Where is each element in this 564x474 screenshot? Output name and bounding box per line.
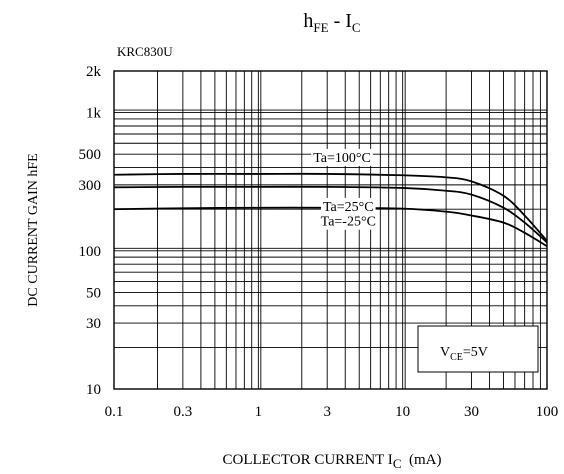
series-label-bg-0 (311, 148, 373, 166)
x-axis-label: COLLECTOR CURRENT IC (mA) (223, 452, 442, 471)
y-tick-labels: 10 30 50 100 300 500 1k 2k (79, 64, 102, 398)
series-labels: Ta=100°C Ta=25°CTa=-25°C (311, 148, 378, 230)
y-tick-label: 30 (86, 316, 101, 332)
condition-post: =5V (463, 345, 488, 360)
condition-annotation: VCE=5V (440, 345, 488, 363)
x-axis-label-pre: COLLECTOR CURRENT I (223, 452, 393, 468)
series-line-1 (113, 185, 548, 244)
condition-pre: V (440, 345, 450, 360)
y-tick-label: 2k (86, 64, 102, 80)
series-line-2 (113, 206, 548, 247)
series-label-bg-1 (320, 197, 376, 215)
title-var-sub: C (352, 20, 361, 35)
x-tick-label: 3 (323, 404, 331, 420)
x-axis-label-sub: C (393, 456, 402, 471)
x-tick-label: 30 (464, 404, 479, 420)
condition-box (417, 325, 539, 373)
condition-sub: CE (450, 352, 463, 363)
x-tick-labels: 0.1 0.3 1 3 10 30 100 (105, 404, 559, 420)
series-layer (113, 172, 548, 247)
title-sep: - (329, 10, 346, 32)
chart-title: hFE - IC (303, 10, 360, 35)
y-tick-label: 1k (86, 106, 102, 122)
series-label-2: Ta=-25°C (321, 215, 376, 230)
svg-text:hFE - IC: hFE - IC (303, 10, 360, 35)
y-tick-label: 50 (86, 285, 101, 301)
x-axis-label-post: (mA) (401, 452, 441, 468)
chart-subtitle: KRC830U (117, 44, 173, 59)
title-main: h (303, 10, 313, 32)
title-main-sub: FE (313, 20, 328, 35)
x-tick-label: 100 (536, 404, 559, 420)
x-tick-label: 10 (395, 404, 410, 420)
series-line-0 (113, 172, 548, 242)
y-tick-label: 500 (79, 147, 102, 163)
plot-frame (113, 70, 548, 390)
series-label-0: Ta=100°C (313, 151, 371, 166)
y-tick-label: 100 (79, 244, 102, 260)
series-label-bg-2 (318, 212, 378, 230)
x-tick-label: 0.3 (173, 404, 192, 420)
y-axis-label: DC CURRENT GAIN hFE (26, 153, 41, 306)
y-tick-label: 300 (79, 178, 102, 194)
title-var: I (345, 10, 352, 32)
x-tick-label: 0.1 (105, 404, 124, 420)
y-tick-label: 10 (86, 382, 101, 398)
x-tick-label: 1 (255, 404, 263, 420)
series-label-1: Ta=25°C (323, 200, 374, 215)
